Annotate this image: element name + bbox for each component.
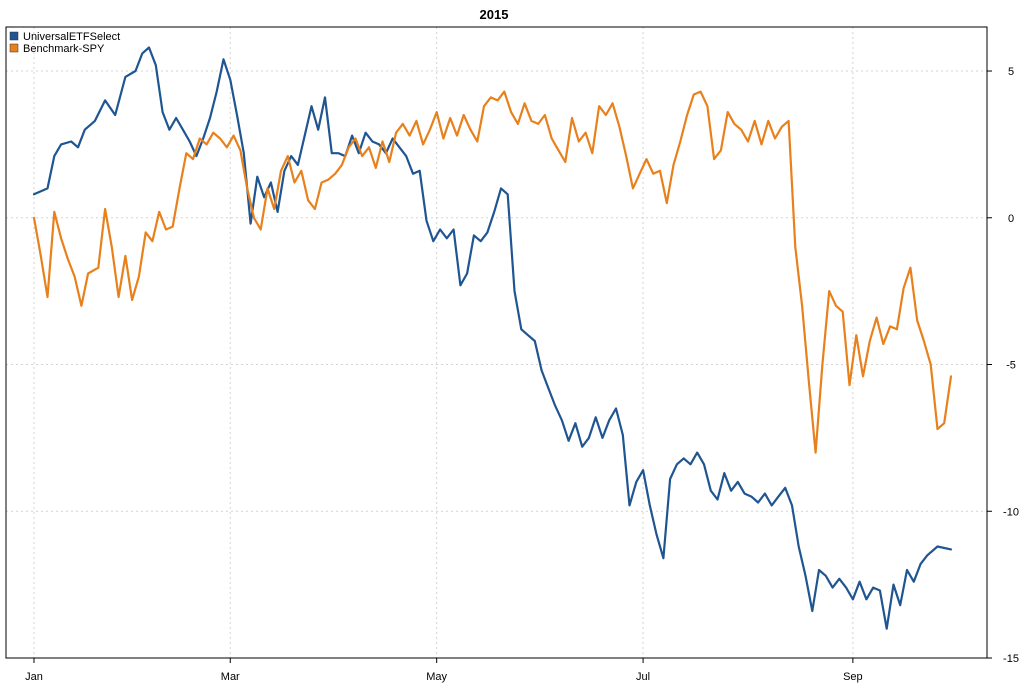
y-tick-label: -5 — [1006, 360, 1016, 372]
legend-swatch — [9, 43, 19, 53]
y-tick-label: 5 — [1008, 66, 1014, 78]
x-axis: Jan Mar May Jul Sep — [25, 658, 863, 683]
chart-title: 2015 — [480, 7, 509, 22]
y-tick-label: 0 — [1008, 213, 1014, 225]
legend-label: Benchmark-SPY — [23, 43, 105, 55]
plot-frame — [5, 26, 988, 659]
series-line-1 — [32, 90, 953, 454]
y-axis: 5 0 -5 -10 -15 — [987, 66, 1019, 665]
legend-label: UniversalETFSelect — [23, 31, 120, 43]
x-tick-label: Jan — [25, 671, 43, 683]
legend-swatch — [9, 31, 19, 41]
series-lines — [32, 46, 953, 630]
y-tick-label: -15 — [1003, 653, 1019, 665]
x-tick-label: Mar — [221, 671, 240, 683]
y-tick-label: -10 — [1003, 506, 1019, 518]
x-tick-label: May — [426, 671, 447, 683]
grid-lines — [6, 27, 987, 659]
series-line-0 — [32, 46, 953, 630]
x-tick-label: Sep — [843, 671, 863, 683]
x-tick-label: Jul — [636, 671, 650, 683]
